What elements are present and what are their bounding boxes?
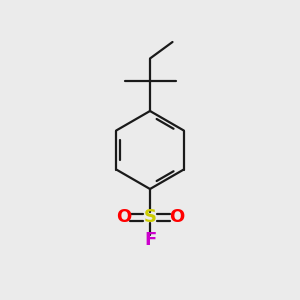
Text: O: O [116,208,131,226]
Text: O: O [169,208,184,226]
Text: F: F [144,231,156,249]
Text: S: S [143,208,157,226]
